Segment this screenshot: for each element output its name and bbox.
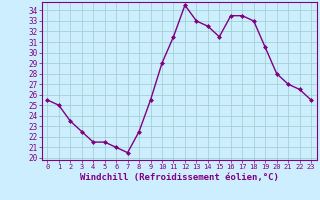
X-axis label: Windchill (Refroidissement éolien,°C): Windchill (Refroidissement éolien,°C) <box>80 173 279 182</box>
